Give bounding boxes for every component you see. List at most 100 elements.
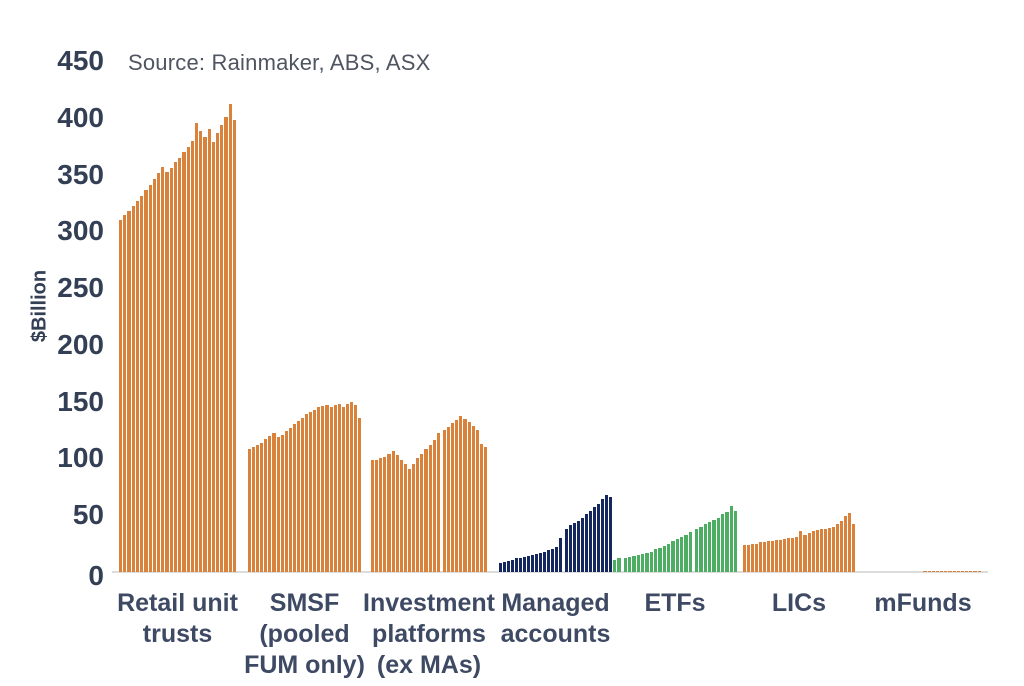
bar [819, 528, 823, 572]
bar [354, 405, 358, 572]
bar [186, 147, 190, 572]
bar [601, 499, 604, 572]
bar [632, 556, 636, 572]
bar [337, 403, 341, 572]
bar [260, 442, 264, 572]
bar [416, 458, 420, 572]
y-tick-label: 0 [88, 560, 104, 591]
bar [190, 140, 194, 572]
bar [694, 528, 699, 572]
bar [944, 571, 948, 572]
bar [169, 167, 173, 572]
bar [589, 510, 592, 572]
y-tick-label: 400 [57, 101, 104, 133]
bar [755, 543, 759, 572]
bar [783, 539, 787, 572]
bar [420, 453, 424, 572]
bar [811, 531, 815, 572]
bar-group-smsf-pooled-fum-only [248, 61, 362, 572]
bar [194, 123, 199, 572]
bar [375, 459, 379, 572]
bar [424, 449, 428, 572]
category-label: LICs [704, 588, 894, 619]
bar [935, 571, 940, 572]
bar [952, 570, 956, 572]
bar [395, 455, 399, 572]
bar [573, 523, 576, 572]
bar [442, 430, 446, 572]
bar [597, 503, 600, 572]
category-label-line: LICs [771, 589, 827, 617]
bar [671, 541, 675, 572]
bar [341, 407, 345, 572]
bar [371, 459, 375, 572]
bar [623, 558, 627, 572]
bar [436, 433, 440, 572]
bar [593, 507, 596, 572]
bar [152, 179, 156, 572]
bar [387, 453, 391, 572]
bar [787, 537, 791, 572]
bar [399, 459, 403, 572]
bar [264, 439, 268, 572]
bar [827, 527, 831, 572]
category-label: Managed accounts [461, 588, 651, 650]
category-label-line: platforms [372, 620, 486, 648]
bar [658, 548, 662, 572]
bar [847, 512, 851, 572]
bar [127, 210, 131, 572]
y-tick-label: 450 [57, 45, 104, 76]
bar [451, 423, 455, 572]
bar [412, 464, 416, 572]
bar [775, 540, 779, 572]
bar [173, 162, 178, 572]
bar [779, 540, 783, 572]
category-label-line: FUM only) [244, 651, 365, 679]
y-tick-label: 250 [57, 272, 104, 304]
category-label-line: (ex MAs) [376, 651, 482, 679]
bar [292, 424, 296, 572]
bar [403, 464, 407, 572]
bar [684, 534, 688, 572]
bar [329, 407, 333, 572]
bar [345, 403, 349, 572]
bar [747, 544, 751, 572]
bar [823, 528, 827, 572]
bar [960, 570, 965, 572]
bar [948, 571, 952, 572]
category-label: Investment platforms (ex MAs) [334, 588, 524, 681]
category-label-line: (pooled [259, 620, 350, 648]
bar [321, 406, 325, 572]
bar [527, 556, 530, 572]
bar [220, 124, 224, 572]
bar [182, 151, 186, 572]
bar [317, 407, 321, 572]
bar [771, 541, 775, 572]
bar [707, 522, 712, 572]
y-tick-label: 350 [57, 158, 104, 190]
bar [585, 514, 588, 572]
bar [977, 570, 981, 572]
bar [743, 544, 747, 572]
bar [923, 571, 927, 572]
bar [551, 549, 554, 572]
bar [729, 506, 733, 572]
bar [927, 571, 931, 572]
bar [358, 417, 362, 572]
bar [565, 528, 568, 572]
bar [483, 447, 488, 572]
bar [432, 440, 436, 572]
bar [569, 525, 572, 572]
bar [577, 520, 580, 572]
bar [479, 443, 483, 572]
bar [839, 520, 843, 572]
bar [969, 570, 973, 572]
bar [523, 557, 526, 572]
bar [581, 517, 584, 572]
bar [535, 553, 538, 572]
y-tick-label: 200 [57, 328, 104, 360]
bar [123, 215, 127, 572]
bar [759, 542, 763, 572]
category-label-line: mFunds [874, 589, 972, 617]
bar [228, 104, 232, 572]
